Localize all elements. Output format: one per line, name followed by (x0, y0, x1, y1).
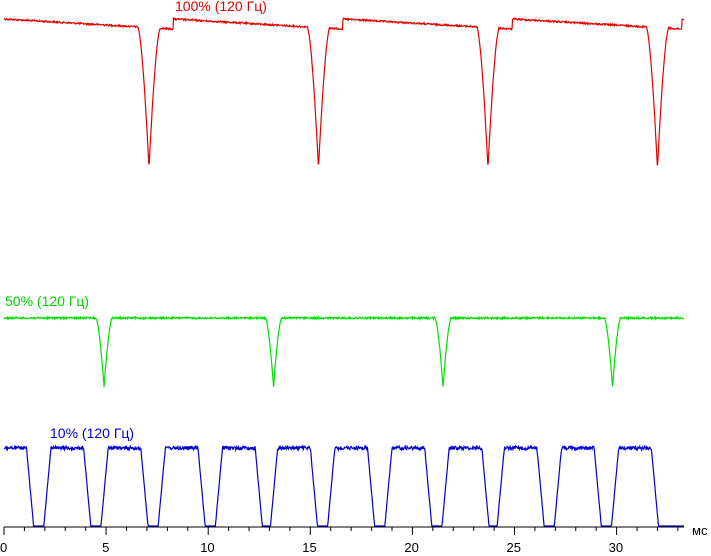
series-label-50: 50% (120 Гц) (5, 293, 89, 309)
x-tick-label: 15 (302, 540, 316, 555)
x-axis: 0 5 10 15 20 25 30 (0, 526, 684, 555)
series-line-0 (3, 16, 685, 166)
x-tick-label: 5 (102, 540, 109, 555)
x-tick-label: 0 (0, 540, 7, 555)
x-tick-label: 25 (507, 540, 521, 555)
series-line-2 (3, 444, 684, 527)
x-axis-unit: мс (692, 523, 708, 538)
series-label-10: 10% (120 Гц) (50, 425, 134, 441)
x-tick-label: 10 (200, 540, 214, 555)
x-tick-label: 30 (609, 540, 623, 555)
series-line-1 (3, 314, 685, 388)
series-label-100: 100% (120 Гц) (175, 0, 267, 14)
x-tick-label: 20 (404, 540, 418, 555)
series-layer (3, 16, 685, 527)
